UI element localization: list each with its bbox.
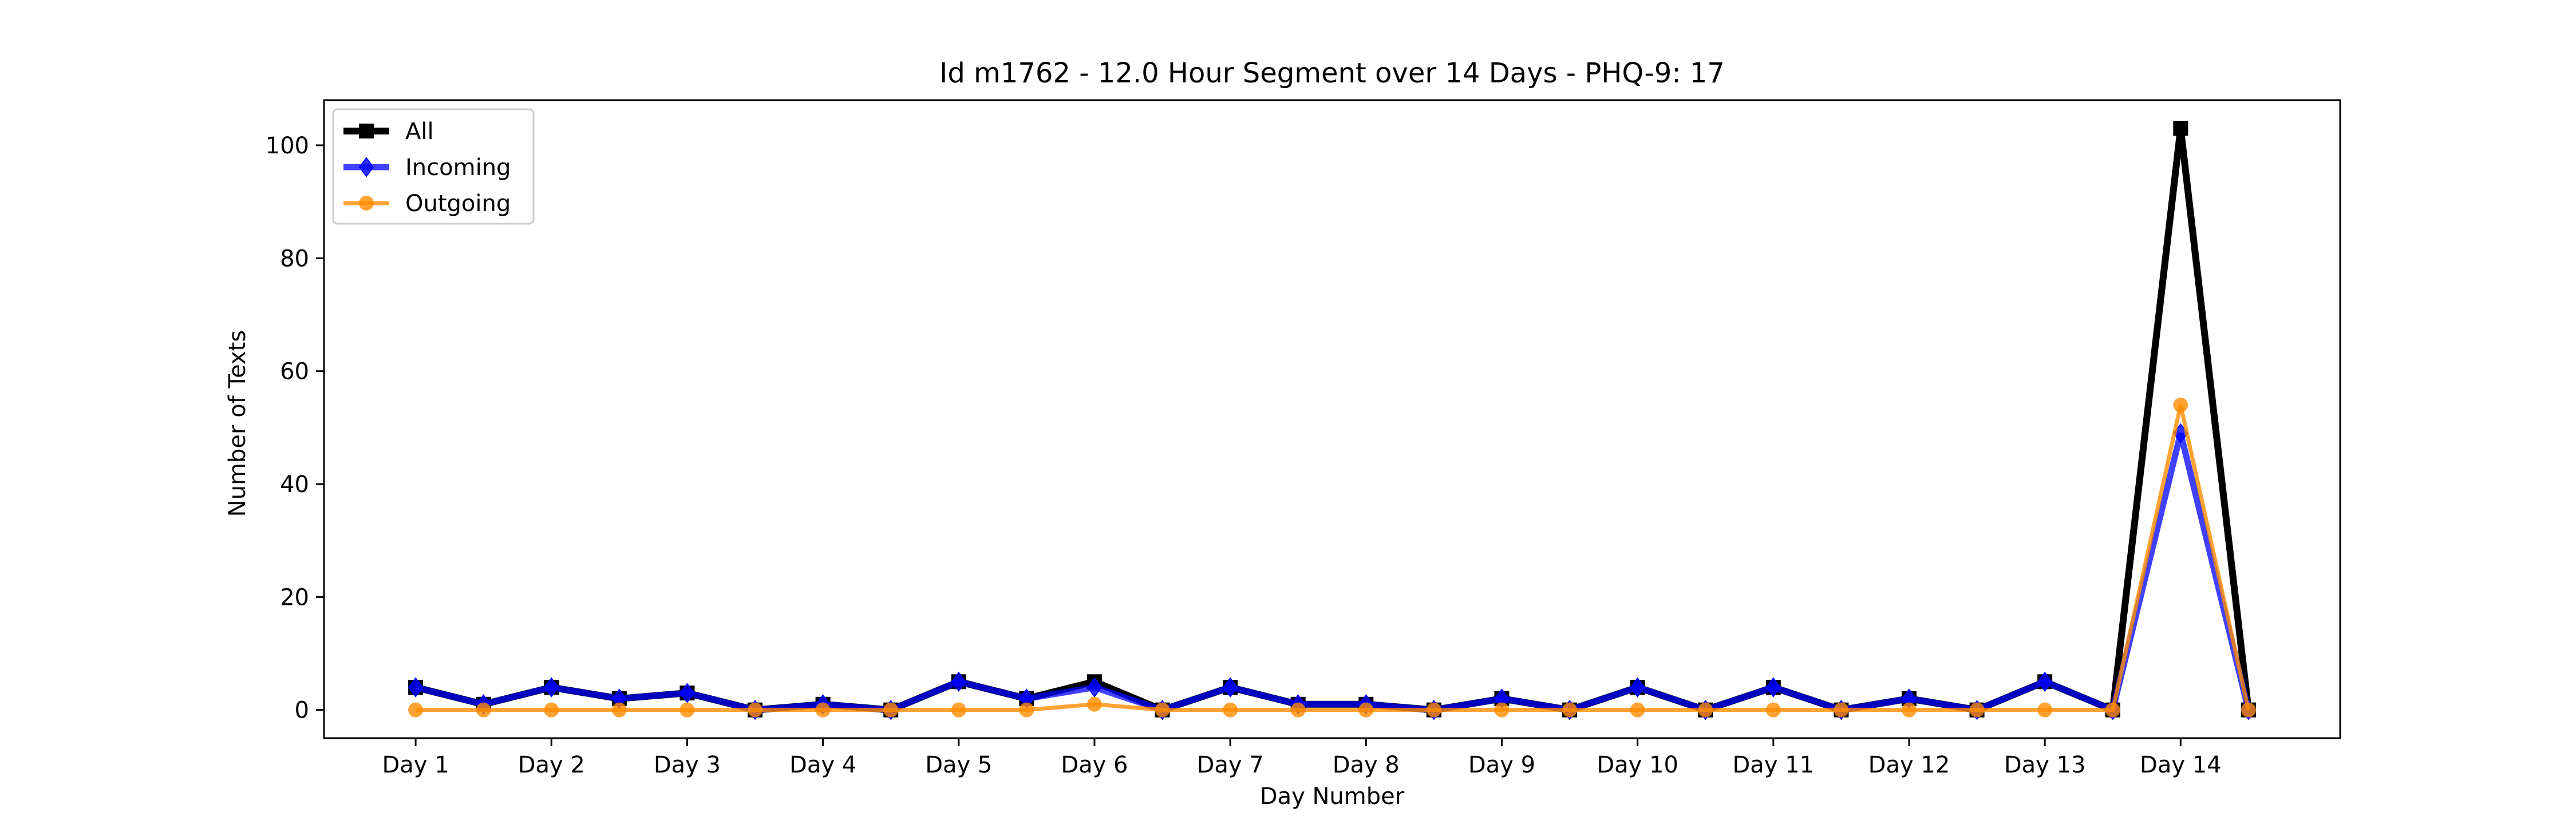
data-point-incoming [1765, 677, 1781, 698]
y-tick-label: 100 [266, 133, 309, 159]
data-point-outgoing [748, 702, 763, 718]
data-point-outgoing [1019, 702, 1034, 718]
x-tick-label: Day 2 [518, 752, 585, 778]
data-point-outgoing [1562, 702, 1578, 718]
data-point-outgoing [1086, 696, 1102, 712]
x-tick-label: Day 1 [382, 752, 449, 778]
data-point-incoming [2037, 671, 2053, 692]
data-point-outgoing [1630, 702, 1645, 718]
legend-box [332, 108, 535, 225]
data-point-outgoing [1290, 702, 1306, 718]
data-point-incoming [408, 677, 424, 698]
y-tick-label: 40 [280, 472, 309, 498]
data-point-incoming [1086, 677, 1103, 698]
data-point-incoming [544, 677, 559, 698]
y-tick-label: 20 [280, 584, 309, 611]
legend-label-incoming: Incoming [405, 154, 511, 181]
series-line-outgoing [416, 405, 2251, 712]
data-point-outgoing [1426, 702, 1441, 718]
data-point-outgoing [1494, 702, 1510, 718]
legend-marker-all [359, 124, 374, 138]
x-tick-label: Day 11 [1733, 752, 1815, 778]
legend-label-all: All [405, 118, 434, 145]
data-point-outgoing [611, 702, 627, 718]
series-line-all [414, 128, 2252, 715]
legend: All Incoming Outgoing [332, 108, 535, 225]
x-tick-label: Day 8 [1333, 752, 1400, 778]
data-point-outgoing [408, 702, 424, 718]
y-axis-label: Number of Texts [224, 330, 251, 517]
x-tick-label: Day 13 [2004, 752, 2086, 778]
data-point-outgoing [1834, 702, 1849, 718]
data-point-outgoing [1223, 702, 1238, 718]
data-point-incoming [1222, 677, 1238, 698]
y-tick-label: 80 [280, 245, 309, 272]
data-point-incoming [951, 671, 967, 692]
data-point-outgoing [1155, 702, 1170, 718]
x-tick-label: Day 9 [1468, 752, 1535, 778]
x-tick-label: Day 7 [1197, 752, 1264, 778]
data-point-incoming [679, 683, 695, 703]
legend-label-outgoing: Outgoing [405, 191, 511, 217]
legend-marker-incoming [358, 157, 374, 177]
data-point-outgoing [1969, 702, 1985, 718]
data-point-all [2173, 121, 2188, 136]
x-tick-label: Day 12 [1868, 752, 1950, 778]
data-point-outgoing [883, 702, 899, 718]
data-point-outgoing [1698, 702, 1713, 718]
data-point-outgoing [951, 702, 966, 718]
data-point-outgoing [2241, 702, 2256, 718]
x-axis-label: Day Number [1260, 783, 1405, 810]
data-point-outgoing [2037, 702, 2053, 718]
data-point-outgoing [2173, 397, 2188, 413]
y-tick-label: 0 [295, 698, 309, 724]
series-line-incoming [414, 432, 2252, 715]
data-point-outgoing [476, 702, 491, 718]
data-point-incoming [1630, 677, 1645, 698]
data-point-outgoing [1358, 702, 1374, 718]
x-tick-label: Day 6 [1061, 752, 1128, 778]
data-point-outgoing [544, 702, 559, 718]
y-tick-label: 60 [280, 359, 309, 385]
data-point-outgoing [2105, 702, 2120, 718]
x-tick-label: Day 14 [2140, 752, 2222, 778]
legend-marker-outgoing [359, 196, 374, 211]
data-point-outgoing [1765, 702, 1781, 718]
x-tick-label: Day 4 [789, 752, 856, 778]
data-point-outgoing [1901, 702, 1917, 718]
plot-frame [323, 99, 2341, 739]
data-point-outgoing [815, 702, 831, 718]
plot-area: Day 1 Day 2 Day 3 Day 4 Day 5 Day 6 Day 7 Day 8… [266, 99, 2341, 778]
x-tick-label: Day 3 [654, 752, 721, 778]
x-tick-label: Day 5 [925, 752, 992, 778]
chart-title: Id m1762 - 12.0 Hour Segment over 14 Day… [939, 57, 1725, 89]
data-point-outgoing [679, 702, 695, 718]
x-tick-label: Day 10 [1597, 752, 1678, 778]
